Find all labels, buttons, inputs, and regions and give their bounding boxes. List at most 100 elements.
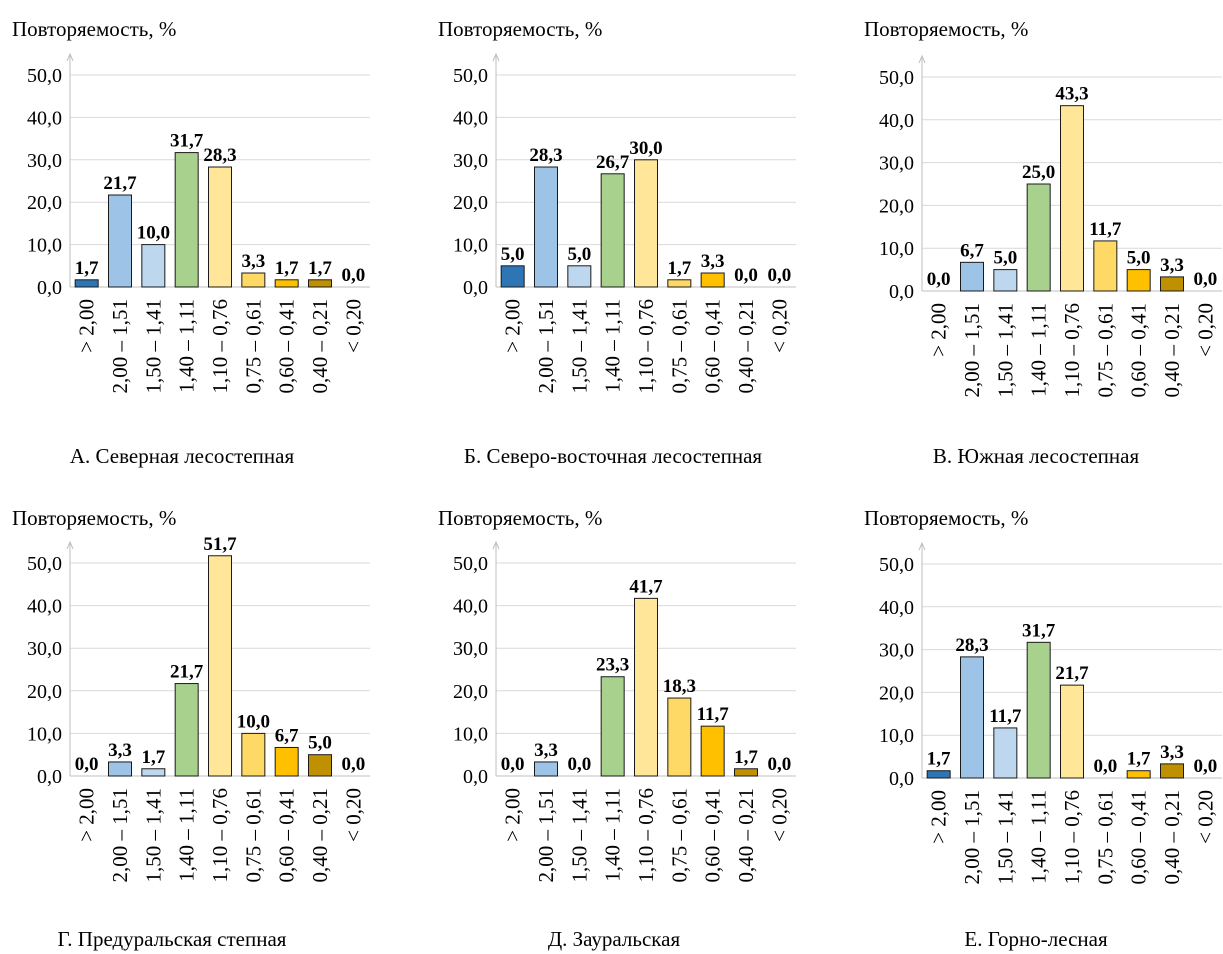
x-category-label: 1,40 – 1,11 [1027,790,1051,884]
data-label: 10,0 [237,711,270,732]
x-category-label: 2,00 – 1,51 [960,790,984,885]
x-category-label: 1,40 – 1,11 [601,788,625,882]
data-label: 0,0 [1193,269,1217,290]
data-label: 5,0 [308,733,332,754]
bar [208,166,232,288]
y-axis-arrow-icon [492,52,500,62]
x-category-label: 0,75 – 0,61 [667,299,691,394]
y-tick-label: 20,0 [453,192,488,214]
y-tick-label: 30,0 [453,150,488,172]
x-category-label: 0,40 – 0,21 [308,299,332,394]
data-label: 1,7 [734,747,758,768]
y-tick-label: 20,0 [27,681,62,703]
x-category-label: 0,75 – 0,61 [667,788,691,883]
data-label: 10,0 [137,223,170,244]
x-category-label: 1,50 – 1,41 [141,788,165,883]
y-axis-label: Повторяемость, % [864,17,1028,41]
x-category-label: 1,10 – 0,76 [634,788,658,883]
x-category-label: 1,40 – 1,11 [175,299,199,393]
x-category-label: 1,10 – 0,76 [208,299,232,394]
chart-panel-5: Повторяемость, % 0,0 10,0 20,0 30,0 40,0 50,0 0… [438,506,796,951]
x-category-label: 1,50 – 1,41 [993,303,1017,398]
data-label: 0,0 [767,265,791,286]
data-label: 23,3 [596,655,629,676]
chart-title: Г. Предуральская степная [58,927,287,951]
y-tick-label: 10,0 [879,238,914,260]
bar [74,279,99,288]
bar [308,279,332,288]
x-category-label: 0,75 – 0,61 [1093,790,1117,885]
bar [1126,269,1151,292]
data-label: 28,3 [203,145,236,166]
chart-title: Е. Горно-лесная [964,927,1108,951]
bar [241,732,266,777]
x-category-label: > 2,00 [927,790,951,844]
data-label: 1,7 [75,258,99,279]
data-label: 0,0 [767,754,791,775]
bar [108,194,132,288]
y-tick-label: 50,0 [453,553,488,575]
y-tick-label: 50,0 [27,65,62,87]
x-category-label: 2,00 – 1,51 [534,299,558,394]
data-label: 31,7 [1022,620,1056,641]
y-tick-label: 0,0 [37,766,62,788]
bar [534,166,558,288]
data-label: 0,0 [1093,756,1117,777]
data-label: 3,3 [701,251,725,272]
data-label: 1,7 [667,258,691,279]
bar [960,656,984,779]
y-axis-label: Повторяемость, % [864,506,1028,530]
data-label: 43,3 [1055,84,1088,105]
bar [1026,183,1051,292]
bar [108,761,132,777]
x-category-label: > 2,00 [75,788,99,842]
bar [634,597,658,777]
x-category-label: 0,75 – 0,61 [241,299,265,394]
data-label: 31,7 [170,131,204,152]
data-label: 0,0 [927,269,951,290]
x-category-label: 1,50 – 1,41 [993,790,1017,885]
y-tick-label: 40,0 [453,596,488,618]
bar [667,697,692,777]
y-tick-label: 0,0 [463,766,488,788]
y-axis-arrow-icon [66,52,74,62]
bar [993,727,1018,779]
data-label: 28,3 [529,145,562,166]
data-label: 18,3 [663,676,696,697]
data-label: 0,0 [734,265,758,286]
data-label: 21,7 [103,173,137,194]
bar [1060,684,1084,779]
x-category-label: > 2,00 [501,788,525,842]
bar [667,279,692,288]
data-label: 1,7 [275,258,299,279]
y-tick-label: 20,0 [879,682,914,704]
y-tick-label: 30,0 [879,153,914,175]
bar [141,244,166,288]
y-axis-arrow-icon [918,541,926,551]
bar [208,555,232,777]
data-label: 1,7 [141,747,165,768]
y-tick-label: 10,0 [453,235,488,257]
y-axis-label: Повторяемость, % [438,17,602,41]
x-category-label: 2,00 – 1,51 [108,299,132,394]
y-tick-label: 10,0 [27,723,62,745]
chart-panel-3: Повторяемость, % 0,0 10,0 20,0 30,0 40,0 50,0 0… [864,17,1222,468]
data-label: 26,7 [596,152,630,173]
data-label: 41,7 [629,576,663,597]
data-label: 5,0 [567,244,591,265]
bar [241,272,266,288]
x-category-label: 1,40 – 1,11 [175,788,199,882]
data-label: 25,0 [1022,162,1055,183]
y-tick-label: 40,0 [879,110,914,132]
x-category-label: > 2,00 [75,299,99,353]
bar [534,761,558,777]
x-category-label: 0,40 – 0,21 [1160,303,1184,398]
data-label: 11,7 [697,704,730,725]
data-label: 5,0 [1127,248,1151,269]
bar [700,272,725,288]
y-tick-label: 40,0 [27,107,62,129]
bar [567,265,592,288]
data-label: 21,7 [1055,663,1089,684]
y-tick-label: 30,0 [453,638,488,660]
